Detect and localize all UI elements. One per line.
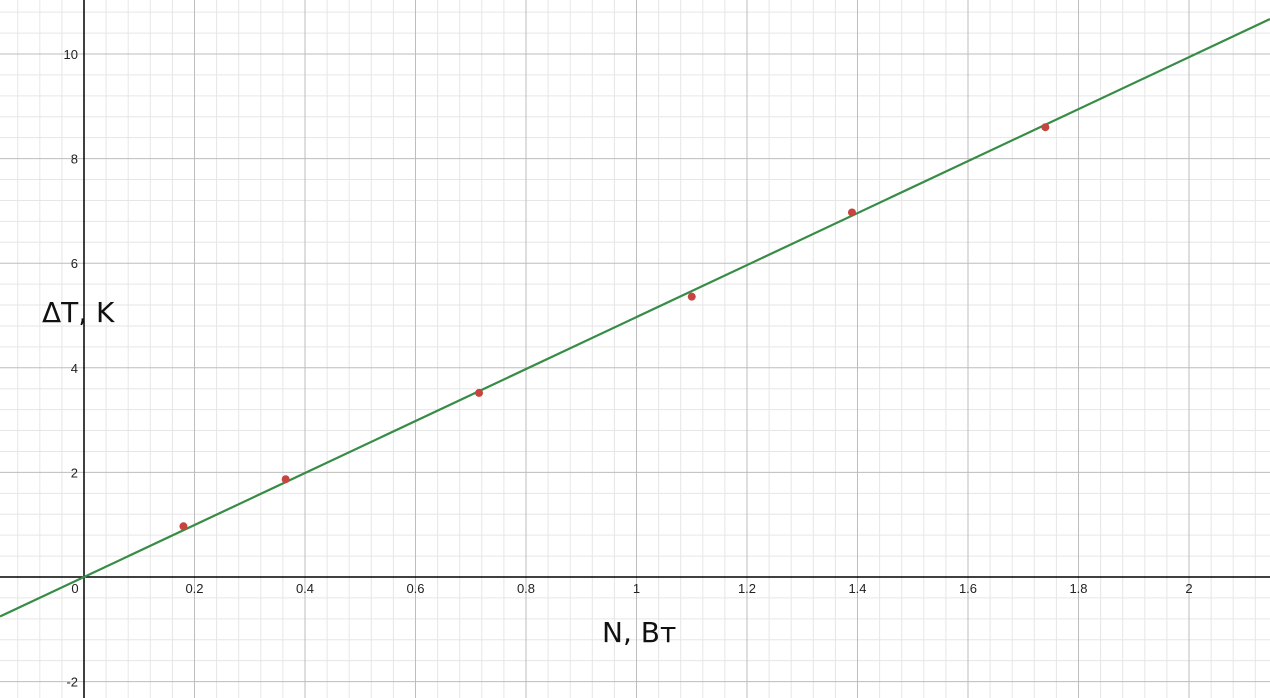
- y-axis-title: ΔT, K: [42, 296, 115, 329]
- y-tick-label: 4: [71, 361, 78, 376]
- fit-line: [0, 18, 1270, 618]
- data-point: [1041, 123, 1050, 132]
- x-tick-label: 0.6: [406, 581, 424, 596]
- data-point: [281, 475, 290, 484]
- y-tick-label: 10: [64, 47, 78, 62]
- x-tick-label: 0: [71, 581, 78, 596]
- x-tick-label: 0.2: [185, 581, 203, 596]
- data-points: [179, 123, 1050, 531]
- y-tick-labels: -2 2 4 6 8 10: [64, 47, 78, 690]
- x-tick-labels: 0 0.2 0.4 0.6 0.8 1 1.2 1.4 1.6 1.8 2: [71, 581, 1192, 596]
- fit-line-group: [0, 18, 1270, 618]
- x-tick-label: 1: [633, 581, 640, 596]
- x-tick-label: 1.8: [1069, 581, 1087, 596]
- x-tick-label: 1.4: [848, 581, 866, 596]
- y-tick-label: 2: [71, 465, 78, 480]
- y-tick-label: 8: [71, 152, 78, 167]
- x-tick-label: 0.8: [517, 581, 535, 596]
- x-tick-label: 1.2: [738, 581, 756, 596]
- y-tick-label: -2: [66, 675, 78, 690]
- x-tick-label: 0.4: [296, 581, 314, 596]
- data-point: [847, 208, 856, 217]
- data-point: [475, 388, 484, 397]
- data-point: [179, 522, 188, 531]
- data-point: [687, 292, 696, 301]
- x-tick-label: 2: [1185, 581, 1192, 596]
- x-tick-label: 1.6: [959, 581, 977, 596]
- x-axis-title: N, Вт: [602, 616, 677, 649]
- y-tick-label: 6: [71, 256, 78, 271]
